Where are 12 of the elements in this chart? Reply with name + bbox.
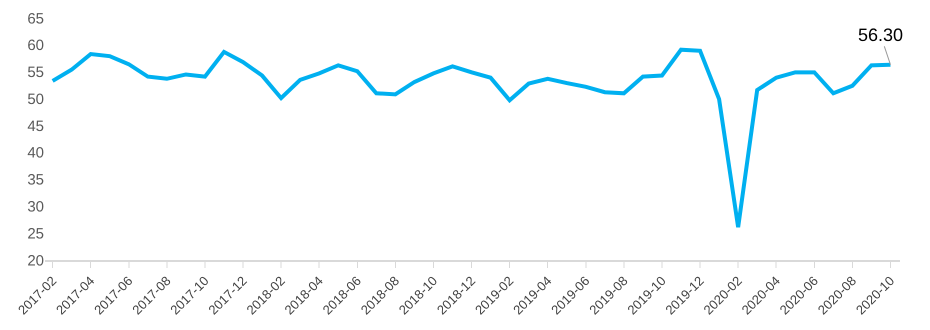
y-tick-label: 20 <box>27 252 44 270</box>
line-series <box>50 48 892 230</box>
y-tick-label: 40 <box>27 144 44 162</box>
y-tick-label: 55 <box>27 64 44 82</box>
y-tick-label: 45 <box>27 118 44 135</box>
y-tick-label: 60 <box>27 37 44 54</box>
y-tick-label: 35 <box>27 172 44 189</box>
y-tick-label: 25 <box>27 225 44 242</box>
y-tick-label: 30 <box>27 198 44 216</box>
y-tick-label: 65 <box>27 10 44 28</box>
y-tick-label: 50 <box>27 90 44 108</box>
annotation: 56.30 <box>858 25 904 45</box>
